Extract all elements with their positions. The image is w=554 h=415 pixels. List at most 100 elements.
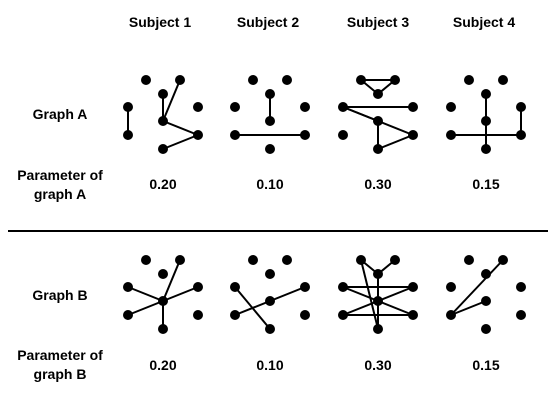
graph-node [230,102,240,112]
graph-edge [450,300,487,316]
graph-node [265,89,275,99]
graph-node [373,144,383,154]
graph-node [446,130,456,140]
graph-b-subject-1 [123,255,203,334]
graph-node [158,296,168,306]
graph-b-subject-3 [338,255,418,334]
graph-node [175,75,185,85]
graph-node [123,130,133,140]
subject-4-header: Subject 4 [452,14,516,30]
graph-node [300,310,310,320]
graph-node [498,255,508,265]
graph-node [158,144,168,154]
graph-node [373,296,383,306]
graph-node [338,130,348,140]
graph-node [481,89,491,99]
graph-node [356,255,366,265]
graph-node [338,282,348,292]
graph-node [158,116,168,126]
graph-node [516,102,526,112]
graph-b-param-subject-3: 0.30 [364,357,392,373]
graph-node [464,255,474,265]
graph-edge [162,134,199,150]
graph-a-subject-3 [338,75,418,154]
graph-a-label: Graph A [32,106,88,122]
graph-edge [360,259,379,330]
graph-node [123,282,133,292]
graph-a-subject-4 [446,75,526,154]
graph-node [282,255,292,265]
graph-edge [127,300,164,316]
graph-node [408,282,418,292]
graph-node [408,130,418,140]
graph-node [282,75,292,85]
graph-edge [450,259,504,316]
subject-1-header: Subject 1 [128,14,192,30]
graph-node [338,310,348,320]
graph-node [300,282,310,292]
graph-node [481,296,491,306]
graph-node [123,102,133,112]
graph-node [516,130,526,140]
graph-b-subject-4 [446,255,526,334]
subject-2-header: Subject 2 [236,14,300,30]
graph-node [193,102,203,112]
graph-node [446,282,456,292]
graph-node [481,116,491,126]
graph-b-param-subject-2: 0.10 [256,357,284,373]
graph-a-subject-1 [123,75,203,154]
graph-a-param-label-line1: Parameter of [17,167,103,183]
graph-node [390,255,400,265]
graph-edge [162,286,199,302]
graph-node [193,282,203,292]
graph-node [248,255,258,265]
graph-node [265,269,275,279]
graph-edge [162,259,181,302]
graph-node [193,130,203,140]
graph-node [464,75,474,85]
graph-node [158,269,168,279]
graph-node [498,75,508,85]
graph-node [338,102,348,112]
graph-node [481,144,491,154]
graph-node [230,282,240,292]
graph-node [158,89,168,99]
graph-node [408,310,418,320]
graph-edge [162,79,181,122]
graph-node [141,75,151,85]
graph-b-label: Graph B [32,287,88,303]
graph-a-param-subject-3: 0.30 [364,176,392,192]
graph-node [373,89,383,99]
graph-node [123,310,133,320]
graph-node [230,130,240,140]
graph-node [230,310,240,320]
graph-node [390,75,400,85]
graph-node [193,310,203,320]
subject-3-header: Subject 3 [346,14,410,30]
graph-node [373,324,383,334]
graph-node [446,102,456,112]
graph-node [373,269,383,279]
graph-node [248,75,258,85]
graph-node [373,116,383,126]
graph-node [516,282,526,292]
graph-node [175,255,185,265]
graph-node [516,310,526,320]
graph-edge [162,120,199,136]
graph-node [481,324,491,334]
graph-b-param-label-line1: Parameter of [17,347,103,363]
graph-a-param-subject-4: 0.15 [472,176,500,192]
graph-node [408,102,418,112]
graph-edge [127,286,164,302]
graph-node [265,296,275,306]
graph-node [481,269,491,279]
graph-node [265,116,275,126]
graph-node [446,310,456,320]
graph-node [158,324,168,334]
graph-node [300,102,310,112]
graph-node [265,324,275,334]
graph-node [141,255,151,265]
graph-edge [377,134,414,150]
graph-b-param-label-line2: graph B [33,366,87,382]
